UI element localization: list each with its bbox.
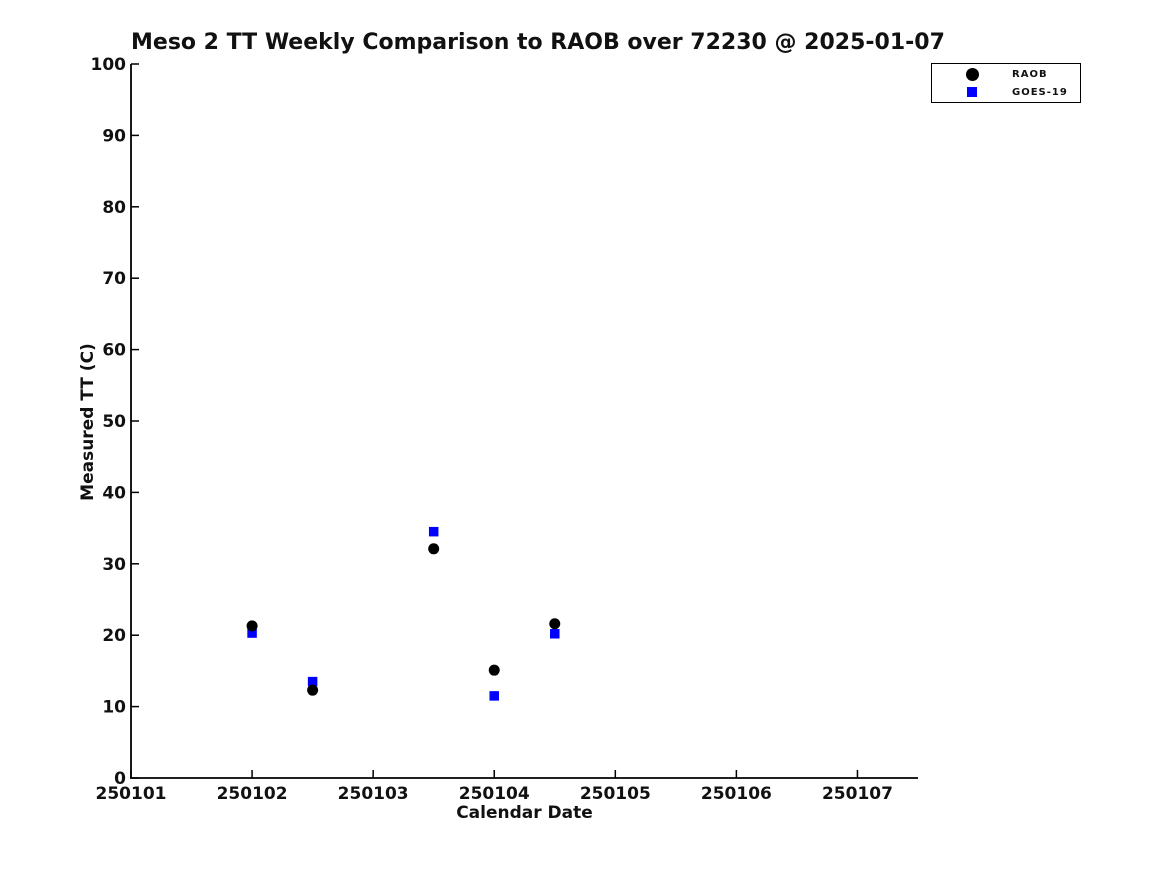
svg-text:10: 10 [102,698,126,718]
svg-text:70: 70 [102,269,126,289]
svg-text:0: 0 [114,769,126,789]
svg-text:250106: 250106 [701,784,772,804]
svg-text:60: 60 [102,341,126,361]
legend-item-goes19: GOES-19 [932,83,1080,101]
svg-text:250107: 250107 [822,784,893,804]
svg-text:250105: 250105 [580,784,651,804]
chart-title: Meso 2 TT Weekly Comparison to RAOB over… [131,30,945,55]
svg-text:80: 80 [102,198,126,218]
svg-text:30: 30 [102,555,126,575]
svg-text:250102: 250102 [217,784,288,804]
raob-circle-icon [965,67,979,81]
svg-text:50: 50 [102,412,126,432]
y-axis-label: Measured TT (C) [78,343,98,501]
goes19-square-icon [967,87,977,97]
goes19-marker-cell [932,87,1012,97]
svg-text:100: 100 [91,55,127,75]
svg-text:250101: 250101 [96,784,167,804]
legend: RAOB GOES-19 [931,63,1081,103]
x-axis-label: Calendar Date [456,803,593,823]
legend-label-raob: RAOB [1012,68,1048,80]
legend-label-goes19: GOES-19 [1012,86,1068,98]
svg-text:250103: 250103 [338,784,409,804]
svg-text:20: 20 [102,626,126,646]
svg-text:90: 90 [102,126,126,146]
legend-item-raob: RAOB [932,65,1080,83]
svg-text:250104: 250104 [459,784,530,804]
svg-text:40: 40 [102,483,126,503]
raob-marker-cell [932,67,1012,81]
